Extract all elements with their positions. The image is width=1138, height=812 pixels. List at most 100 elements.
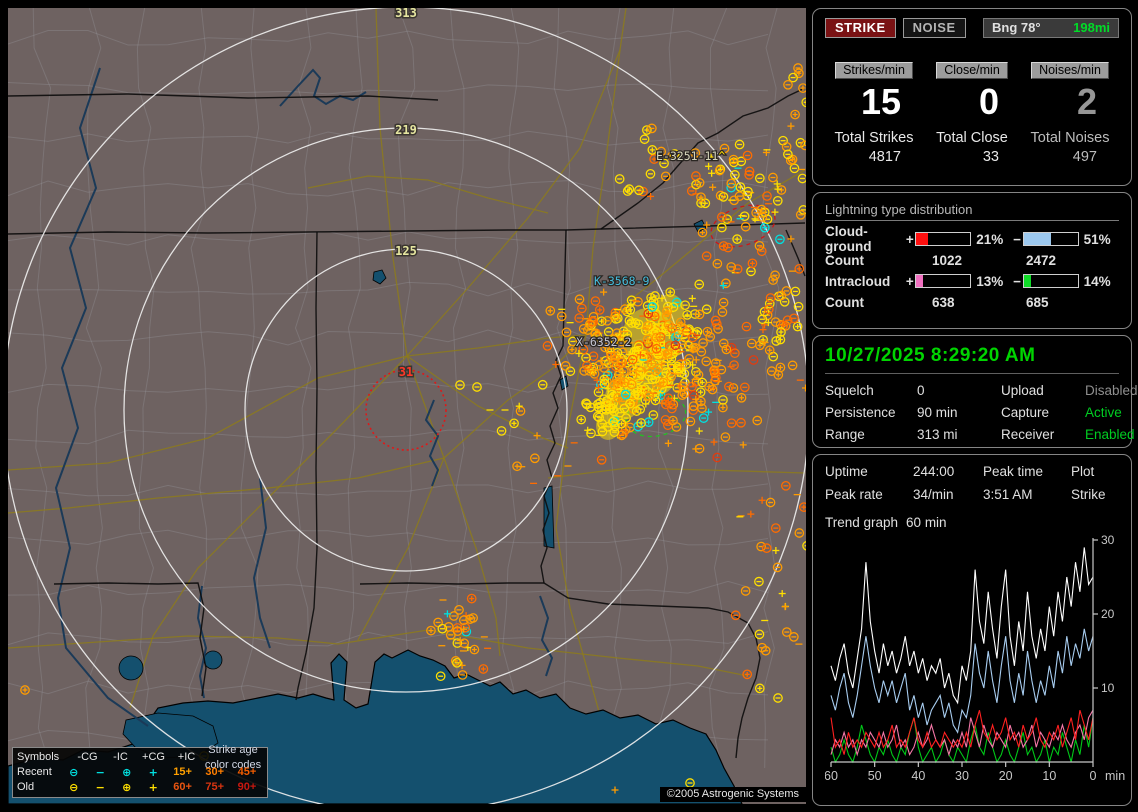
svg-text:40: 40 bbox=[911, 769, 925, 783]
svg-text:0: 0 bbox=[1090, 769, 1097, 783]
divider bbox=[825, 373, 1119, 374]
intracloud-row: Intracloud + 13% − 14% bbox=[825, 271, 1119, 291]
intracloud-count-row: Count 638 685 bbox=[825, 291, 1119, 313]
age-30: 30+ bbox=[205, 766, 225, 778]
squelch-label: Squelch bbox=[825, 383, 874, 398]
legend-recent-row: Recent ⊖ − ⊕ + 15+ 30+ 45+ bbox=[17, 765, 263, 780]
noises-counter: Noises/min 2 Total Noises 497 bbox=[1021, 62, 1119, 165]
svg-text:60: 60 bbox=[825, 769, 838, 783]
ic-negative-pct: 14% bbox=[1083, 273, 1111, 289]
cg-positive-bar bbox=[915, 232, 972, 246]
legend-col-cgpos: +CG bbox=[142, 751, 165, 763]
strikes-per-min-chip[interactable]: Strikes/min bbox=[835, 62, 913, 79]
circle-plus-icon: ⊕ bbox=[122, 781, 132, 794]
total-noises-value: 497 bbox=[1072, 149, 1097, 165]
cloud-ground-row: Cloud-ground + 21% − 51% bbox=[825, 224, 1119, 254]
svg-text:31: 31 bbox=[399, 365, 413, 379]
bearing-box: Bng 78° 198mi bbox=[983, 18, 1119, 38]
capture-label: Capture bbox=[1001, 405, 1050, 420]
datetime-display: 10/27/2025 8:29:20 AM bbox=[825, 345, 1036, 366]
plus-icon: + bbox=[148, 766, 158, 779]
noise-button[interactable]: NOISE bbox=[902, 18, 966, 38]
count-label: Count bbox=[825, 252, 864, 268]
svg-text:219: 219 bbox=[395, 123, 417, 137]
age-45: 45+ bbox=[237, 766, 257, 778]
lightning-map[interactable]: 313 219 125 31 E-3251-11^ K-3568-9 X-6352-2 Sy… bbox=[8, 8, 806, 804]
uptime-value: 244:00 bbox=[913, 464, 955, 479]
svg-text:E-3251-11^: E-3251-11^ bbox=[656, 149, 725, 163]
strike-button[interactable]: STRIKE bbox=[825, 18, 896, 38]
distribution-panel: Lightning type distribution Cloud-ground… bbox=[812, 192, 1132, 329]
persistence-label: Persistence bbox=[825, 405, 896, 420]
map-canvas[interactable]: 313 219 125 31 E-3251-11^ K-3568-9 X-6352-2 bbox=[8, 8, 806, 804]
intracloud-label: Intracloud bbox=[825, 273, 891, 289]
cloud-ground-count-row: Count 1022 2472 bbox=[825, 249, 1119, 271]
legend-header-row: Symbols -CG -IC +CG +IC Strike age color… bbox=[17, 744, 263, 771]
svg-text:min: min bbox=[1105, 769, 1125, 783]
status-panel: 10/27/2025 8:29:20 AM Squelch 0 Upload D… bbox=[812, 335, 1138, 448]
total-strikes-label: Total Strikes bbox=[834, 130, 914, 146]
legend-col-cgneg: -CG bbox=[77, 751, 98, 763]
cg-positive-pct: 21% bbox=[976, 231, 1004, 247]
plot-label: Plot bbox=[1071, 464, 1095, 479]
close-per-min-chip[interactable]: Close/min bbox=[936, 62, 1008, 79]
cg-negative-pct: 51% bbox=[1083, 231, 1111, 247]
svg-text:20: 20 bbox=[999, 769, 1013, 783]
receiver-label: Receiver bbox=[1001, 427, 1055, 442]
side-panel: STRIKE NOISE Bng 78° 198mi Strikes/min 1… bbox=[812, 8, 1138, 812]
svg-text:K-3568-9: K-3568-9 bbox=[594, 274, 649, 288]
ic-positive-bar bbox=[915, 274, 972, 288]
minus-icon: − bbox=[95, 766, 105, 779]
close-rate: 0 bbox=[978, 81, 999, 122]
uptime-label: Uptime bbox=[825, 464, 868, 479]
circle-minus-icon: ⊖ bbox=[69, 766, 79, 779]
cloud-ground-label: Cloud-ground bbox=[825, 224, 872, 254]
legend-old-row: Old ⊖ − ⊕ + 60+ 75+ 90+ bbox=[17, 780, 263, 795]
plot-mode-value: Strike bbox=[1071, 487, 1106, 502]
count-label: Count bbox=[825, 294, 864, 310]
upload-label: Upload bbox=[1001, 383, 1044, 398]
ic-positive-count: 638 bbox=[932, 294, 955, 310]
counters-panel: STRIKE NOISE Bng 78° 198mi Strikes/min 1… bbox=[812, 8, 1132, 186]
legend-age-title: Strike age color codes bbox=[204, 743, 262, 771]
svg-text:50: 50 bbox=[868, 769, 882, 783]
strikes-rate: 15 bbox=[860, 81, 901, 122]
cg-negative-count: 2472 bbox=[1026, 252, 1057, 268]
capture-status: Active bbox=[1085, 405, 1122, 420]
peak-time-label: Peak time bbox=[983, 464, 1044, 479]
svg-text:30: 30 bbox=[955, 769, 969, 783]
strikes-counter: Strikes/min 15 Total Strikes 4817 bbox=[825, 62, 923, 165]
copyright-label: ©2005 Astrogenic Systems bbox=[659, 787, 806, 802]
age-60: 60+ bbox=[173, 781, 192, 793]
ic-positive-pct: 13% bbox=[976, 273, 1004, 289]
legend-old-label: Old bbox=[17, 781, 35, 793]
circle-plus-icon: ⊕ bbox=[122, 766, 132, 779]
peak-rate-value: 34/min bbox=[913, 487, 954, 502]
plus-sign: + bbox=[905, 231, 914, 247]
close-counter: Close/min 0 Total Close 33 bbox=[923, 62, 1021, 165]
svg-text:10: 10 bbox=[1042, 769, 1056, 783]
receiver-status: Enabled bbox=[1085, 427, 1135, 442]
minus-sign: − bbox=[1013, 273, 1022, 289]
squelch-value: 0 bbox=[917, 383, 925, 398]
age-75: 75+ bbox=[205, 781, 225, 793]
noises-rate: 2 bbox=[1076, 81, 1097, 122]
ic-negative-count: 685 bbox=[1026, 294, 1049, 310]
legend-col-icpos: +IC bbox=[177, 751, 196, 763]
legend-symbols-label: Symbols bbox=[17, 751, 60, 763]
peak-time-value: 3:51 AM bbox=[983, 487, 1033, 502]
trend-graph: 10 20 30 60 50 40 30 20 10 0 min bbox=[824, 533, 1125, 783]
range-value: 313 mi bbox=[917, 427, 958, 442]
trend-panel: Uptime 244:00 Peak time Plot Peak rate 3… bbox=[812, 454, 1132, 806]
svg-text:30: 30 bbox=[1101, 533, 1115, 547]
total-noises-label: Total Noises bbox=[1030, 130, 1110, 146]
noises-per-min-chip[interactable]: Noises/min bbox=[1031, 62, 1109, 79]
trend-graph-label: Trend graph bbox=[825, 515, 899, 530]
total-close-value: 33 bbox=[982, 149, 999, 165]
age-15: 15+ bbox=[173, 766, 192, 778]
total-close-label: Total Close bbox=[936, 130, 1008, 146]
circle-minus-icon: ⊖ bbox=[69, 781, 79, 794]
trend-window-value: 60 min bbox=[906, 515, 947, 530]
range-label: Range bbox=[825, 427, 865, 442]
